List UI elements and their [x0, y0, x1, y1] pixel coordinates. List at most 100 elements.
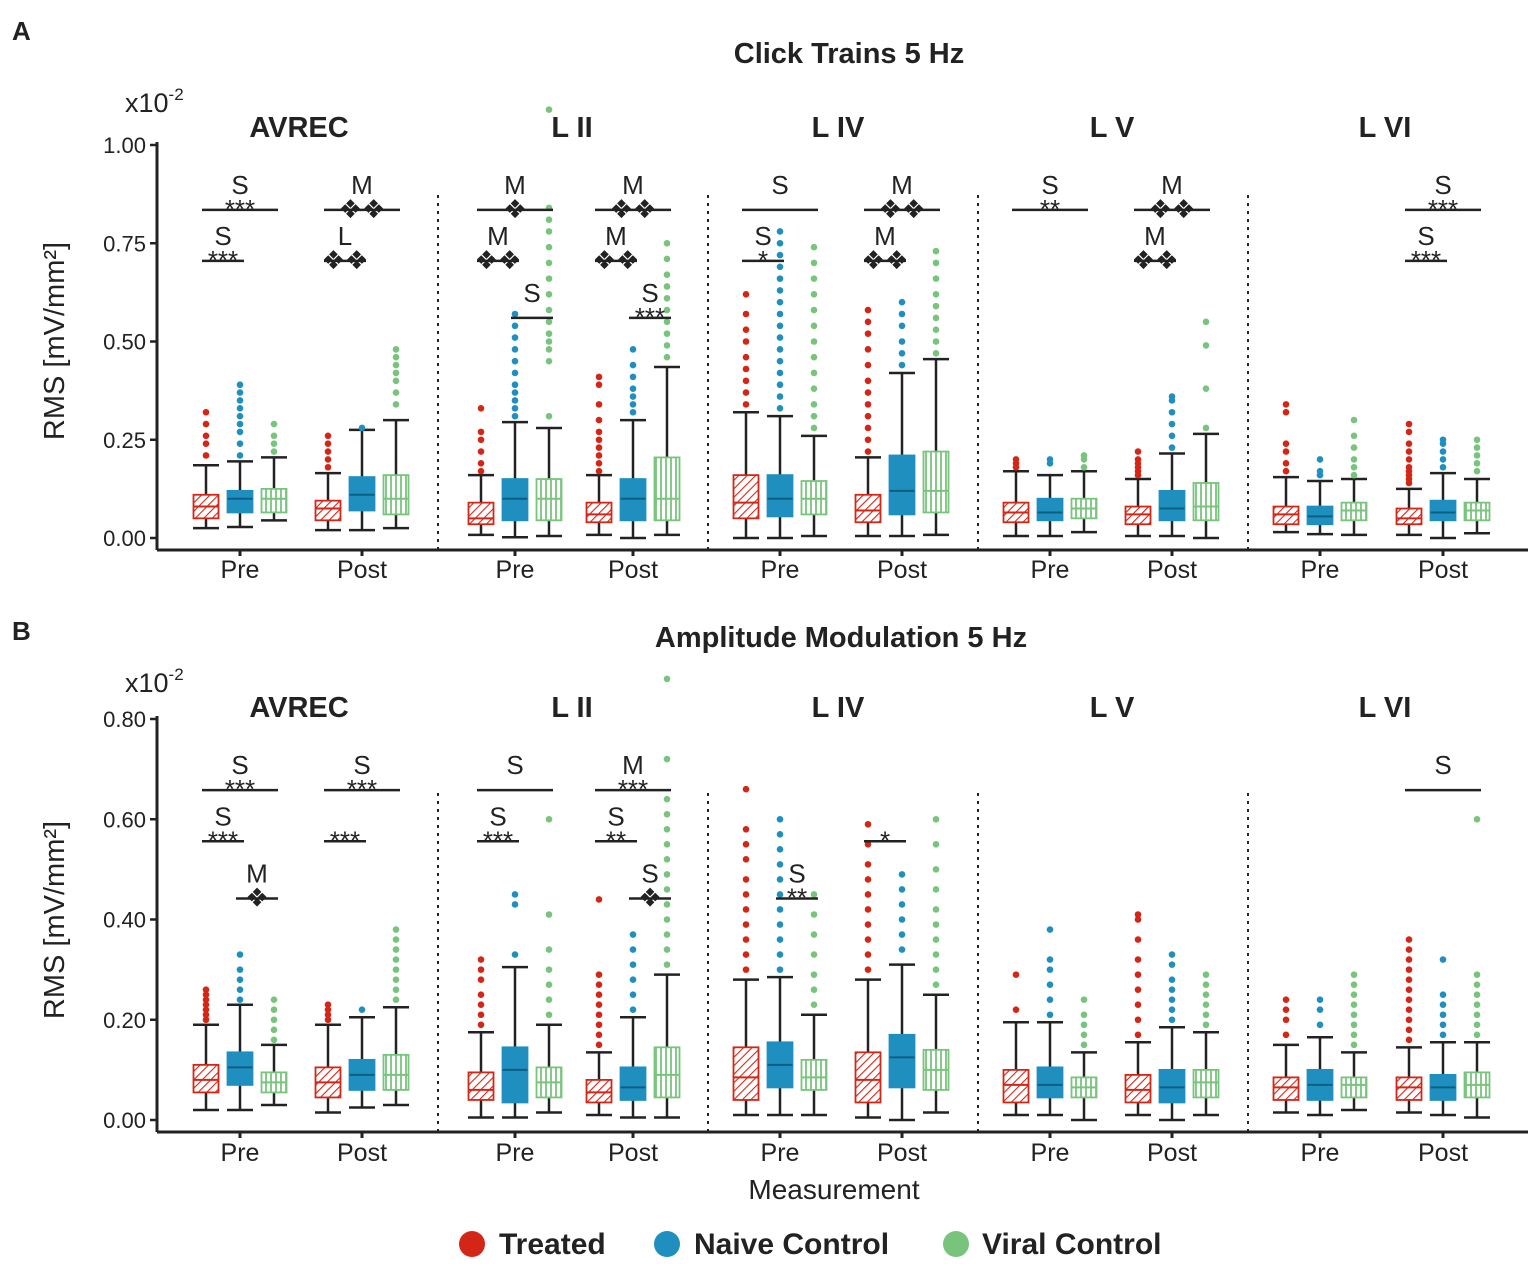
outlier-point	[864, 389, 872, 396]
outlier-point	[1473, 1011, 1481, 1019]
outlier-point	[1473, 1031, 1481, 1039]
panel-b-multiplier-base: x10	[125, 668, 169, 698]
outlier-point	[776, 405, 784, 412]
facet-title: L VI	[1359, 112, 1412, 144]
outlier-point	[932, 841, 940, 848]
outlier-point	[776, 251, 784, 259]
box-naive	[888, 1033, 916, 1089]
outlier-point	[545, 412, 553, 420]
outlier-point	[270, 1036, 278, 1044]
outlier-point	[595, 416, 603, 424]
outlier-point	[776, 815, 784, 823]
significance-stars: ❖	[503, 194, 526, 224]
outlier-point	[511, 389, 519, 396]
box-treated	[1395, 1076, 1423, 1101]
outlier-point	[663, 353, 671, 361]
outlier-point	[1405, 428, 1413, 436]
outlier-point	[1439, 1031, 1447, 1039]
significance-stars: ***	[483, 825, 513, 855]
outlier-point	[202, 1016, 210, 1024]
outlier-point	[1439, 456, 1447, 463]
outlier-point	[663, 271, 671, 278]
outlier-point	[1316, 467, 1324, 475]
outlier-point	[898, 349, 906, 357]
significance-letter: M	[622, 170, 644, 200]
outlier-point	[1439, 956, 1447, 963]
outlier-point	[810, 259, 818, 267]
outlier-point	[324, 456, 332, 463]
significance-letter: S	[754, 221, 771, 251]
outlier-point	[392, 401, 400, 408]
outlier-point	[1282, 460, 1290, 467]
outlier-point	[511, 346, 519, 353]
outlier-point	[1080, 1021, 1088, 1029]
outlier-point	[742, 377, 750, 385]
outlier-point	[864, 436, 872, 444]
significance-letter: S	[489, 801, 506, 831]
outlier-point	[595, 460, 603, 467]
outlier-point	[932, 815, 940, 823]
outlier-point	[629, 931, 637, 938]
outlier-point	[1134, 986, 1142, 993]
outlier-point	[545, 243, 553, 251]
outlier-point	[1405, 936, 1413, 943]
outlier-point	[1168, 420, 1176, 428]
outlier-point	[1046, 926, 1054, 933]
significance-stars: ❖❖	[1132, 245, 1179, 275]
significance-letter: S	[214, 221, 231, 251]
x-tick-label: Post	[337, 556, 387, 584]
outlier-point	[932, 275, 940, 282]
legend-label-naive: Naive Control	[694, 1228, 889, 1261]
outlier-point	[864, 318, 872, 326]
outlier-point	[511, 334, 519, 341]
outlier-point	[776, 263, 784, 271]
outlier-point	[392, 936, 400, 943]
outlier-point	[1350, 471, 1358, 479]
outlier-point	[932, 326, 940, 334]
x-tick-label: Pre	[1031, 1139, 1070, 1167]
outlier-point	[392, 976, 400, 983]
box-naive	[888, 454, 916, 516]
box-naive	[766, 474, 794, 518]
outlier-point	[810, 971, 818, 978]
outlier-point	[663, 961, 671, 968]
outlier-point	[270, 432, 278, 440]
outlier-point	[776, 891, 784, 898]
outlier-point	[742, 825, 750, 833]
outlier-point	[545, 1011, 553, 1019]
outlier-point	[742, 785, 750, 793]
box-treated	[732, 474, 760, 520]
significance-letter: M	[504, 170, 526, 200]
outlier-point	[776, 239, 784, 247]
outlier-point	[898, 322, 906, 330]
x-axis-title: Measurement	[748, 1174, 919, 1205]
outlier-point	[663, 871, 671, 878]
outlier-point	[776, 921, 784, 928]
y-tick-label: 0.00	[103, 526, 146, 551]
outlier-point	[236, 986, 244, 993]
outlier-point	[629, 385, 637, 392]
outlier-point	[1405, 986, 1413, 993]
outlier-point	[663, 342, 671, 349]
outlier-point	[595, 1031, 603, 1039]
outlier-point	[864, 424, 872, 432]
significance-letter: M	[874, 221, 896, 251]
y-tick-label: 0.80	[103, 707, 146, 732]
box-naive	[1429, 499, 1457, 522]
outlier-point	[1134, 956, 1142, 963]
outlier-point	[270, 996, 278, 1003]
outlier-point	[324, 448, 332, 455]
outlier-point	[358, 424, 366, 432]
panel-a-title: Click Trains 5 Hz	[734, 38, 965, 70]
outlier-point	[1168, 444, 1176, 451]
outlier-point	[595, 1021, 603, 1029]
outlier-point	[663, 916, 671, 923]
outlier-point	[270, 448, 278, 455]
outlier-point	[1012, 971, 1020, 978]
outlier-point	[511, 310, 519, 318]
outlier-point	[898, 310, 906, 318]
outlier-point	[595, 436, 603, 444]
box-viral	[922, 450, 950, 514]
outlier-point	[898, 886, 906, 893]
significance-stars: ❖	[245, 882, 268, 912]
